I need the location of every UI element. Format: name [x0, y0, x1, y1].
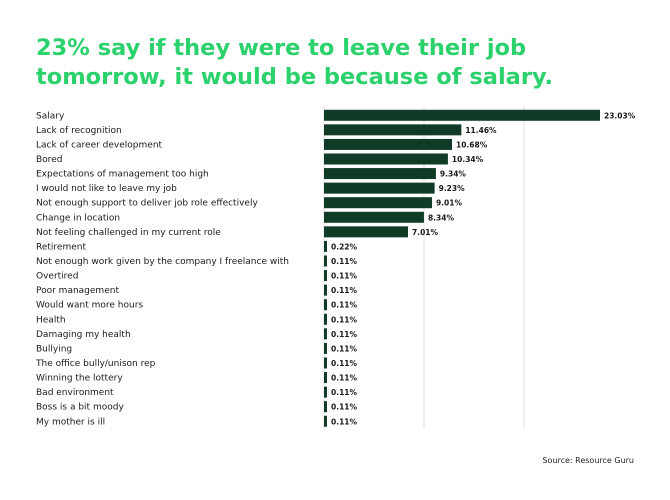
data-label: 23.03% [604, 111, 636, 120]
data-label: 0.11% [331, 344, 358, 353]
data-label: 0.11% [331, 403, 358, 412]
bar [324, 124, 462, 136]
category-label: I would not like to leave my job [36, 184, 177, 194]
data-label: 9.01% [436, 199, 463, 208]
bar [324, 299, 327, 311]
data-label: 10.68% [456, 140, 488, 149]
category-label: Damaging my health [36, 330, 131, 340]
data-label: 0.11% [331, 301, 358, 310]
data-label: 7.01% [412, 228, 439, 237]
category-label: Bored [36, 155, 62, 165]
bar [324, 138, 452, 150]
category-label: Lack of recognition [36, 126, 122, 136]
data-label: 0.11% [331, 359, 358, 368]
bar [324, 226, 409, 238]
category-label: Bullying [36, 344, 72, 354]
bar [324, 270, 327, 282]
bar [324, 197, 432, 209]
data-label: 0.11% [331, 388, 358, 397]
bar [324, 415, 327, 427]
data-label: 0.11% [331, 257, 358, 266]
category-label: Poor management [36, 286, 119, 296]
data-label: 10.34% [452, 155, 484, 164]
bar [324, 401, 327, 413]
data-label: 0.11% [331, 330, 358, 339]
category-label: Health [36, 315, 66, 325]
data-label: 0.11% [331, 315, 358, 324]
data-label: 9.34% [440, 170, 467, 179]
bar [324, 357, 327, 369]
category-label: Retirement [36, 242, 86, 252]
category-label: Salary [36, 111, 65, 121]
bar [324, 109, 600, 121]
data-label: 0.11% [331, 417, 358, 426]
category-label: Would want more hours [36, 301, 143, 311]
category-label: Boss is a bit moody [36, 403, 124, 413]
category-label: Not feeling challenged in my current rol… [36, 228, 221, 238]
bar [324, 240, 327, 252]
category-label: Expectations of management too high [36, 170, 209, 180]
bar [324, 313, 327, 325]
category-label: Not enough work given by the company I f… [36, 257, 289, 267]
data-label: 0.11% [331, 286, 358, 295]
category-label: Bad environment [36, 388, 114, 398]
data-label: 9.23% [439, 184, 466, 193]
bar [324, 168, 436, 180]
source-note: Source: Resource Guru [542, 456, 634, 465]
chart-title-line-2: tomorrow, it would be because of salary. [36, 64, 554, 90]
category-label: Winning the lottery [36, 374, 123, 384]
category-label: The office bully/unison rep [35, 359, 156, 369]
category-label: Not enough support to deliver job role e… [36, 199, 258, 209]
data-label: 0.11% [331, 374, 358, 383]
bar [324, 284, 327, 296]
bar [324, 153, 448, 165]
bar [324, 328, 327, 340]
category-label: Overtired [36, 272, 78, 282]
category-label: Lack of career development [36, 140, 163, 150]
data-label: 8.34% [428, 213, 455, 222]
data-label: 0.11% [331, 272, 358, 281]
bar [324, 211, 424, 223]
chart-title-line-1: 23% say if they were to leave their job [36, 35, 527, 61]
category-label: Change in location [36, 213, 120, 223]
bar [324, 342, 327, 354]
bar [324, 182, 435, 194]
bar [324, 255, 327, 267]
bar [324, 372, 327, 384]
data-label: 0.22% [331, 242, 358, 251]
data-label: 11.46% [465, 126, 497, 135]
category-label: My mother is ill [36, 417, 105, 427]
chart-title: 23% say if they were to leave their job … [36, 34, 646, 92]
bar [324, 386, 327, 398]
